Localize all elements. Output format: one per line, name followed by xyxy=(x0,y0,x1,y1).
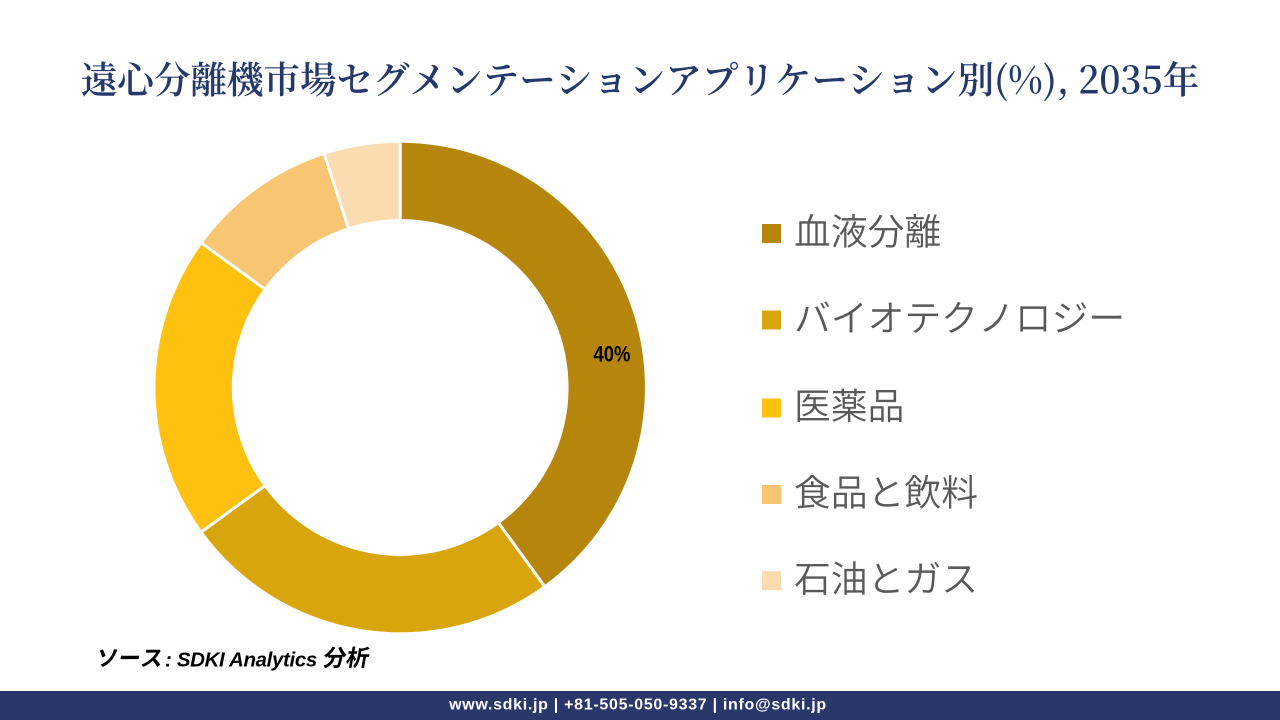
svg-text:40%: 40% xyxy=(594,342,631,367)
svg-text:www.sdki.jp | +81-505-050-9337: www.sdki.jp | +81-505-050-9337 | info@sd… xyxy=(448,696,827,713)
svg-text:: SDKI Analytics: : SDKI Analytics xyxy=(165,649,317,672)
